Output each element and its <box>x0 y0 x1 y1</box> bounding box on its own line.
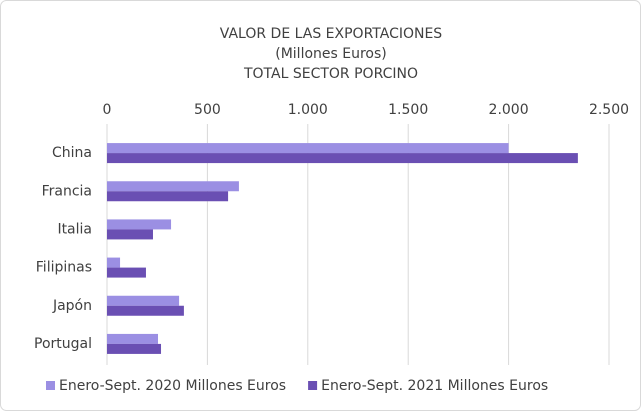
legend-label: Enero-Sept. 2020 Millones Euros <box>59 378 286 394</box>
y-tick-label: Italia <box>57 221 92 237</box>
y-tick-label: Francia <box>42 183 92 199</box>
bar <box>107 295 180 306</box>
chart-title: TOTAL SECTOR PORCINO <box>243 66 418 82</box>
x-tick-label: 2.000 <box>489 102 529 118</box>
legend-swatch <box>46 381 55 390</box>
bar <box>107 153 578 164</box>
bar <box>107 343 162 354</box>
y-tick-label: Filipinas <box>36 260 92 276</box>
bar <box>107 229 153 240</box>
legend-swatch <box>308 381 318 390</box>
bar <box>107 219 172 230</box>
legend-label: Enero-Sept. 2021 Millones Euros <box>321 378 548 394</box>
x-tick-label: 0 <box>103 102 112 118</box>
bar <box>107 191 229 202</box>
bar <box>107 143 509 154</box>
x-tick-label: 1.000 <box>288 102 328 118</box>
bar <box>107 181 239 192</box>
y-tick-label: China <box>52 145 92 161</box>
bar <box>107 333 159 344</box>
bar <box>107 267 146 278</box>
y-tick-label: Portugal <box>34 336 92 352</box>
bar <box>107 257 121 268</box>
chart-title: (Millones Euros) <box>275 46 387 62</box>
x-tick-label: 500 <box>194 102 221 118</box>
x-tick-label: 2.500 <box>589 102 629 118</box>
bar <box>107 305 184 316</box>
x-tick-label: 1.500 <box>388 102 428 118</box>
y-tick-label: Japón <box>52 298 92 314</box>
chart-title: VALOR DE LAS EXPORTACIONES <box>220 26 443 42</box>
